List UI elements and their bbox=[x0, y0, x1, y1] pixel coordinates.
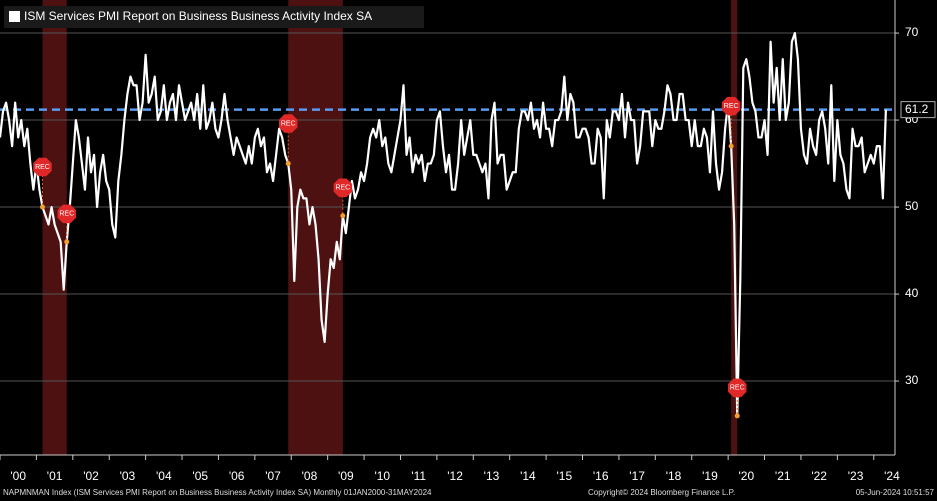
recession-marker bbox=[728, 378, 747, 398]
recession-marker-label: REC bbox=[35, 164, 50, 171]
x-tick-label: '21 bbox=[775, 469, 791, 483]
x-tick-label: '04 bbox=[156, 469, 172, 483]
recession-point bbox=[285, 161, 291, 167]
recession-marker bbox=[33, 157, 52, 177]
recession-marker-label: REC bbox=[335, 185, 350, 192]
recession-point bbox=[728, 143, 734, 149]
plot-area: REC REC REC REC REC REC bbox=[0, 0, 899, 460]
y-tick-label: 30 bbox=[905, 373, 919, 387]
x-tick-label: '08 bbox=[302, 469, 318, 483]
legend-swatch bbox=[9, 11, 20, 22]
x-tick-label: '15 bbox=[556, 469, 572, 483]
recession-marker-label: REC bbox=[281, 120, 296, 127]
y-tick-label: 40 bbox=[905, 286, 919, 300]
recession-point bbox=[340, 213, 346, 219]
x-tick-label: '05 bbox=[192, 469, 208, 483]
x-tick-label: '06 bbox=[229, 469, 245, 483]
x-tick-label: '00 bbox=[10, 469, 26, 483]
recession-marker-label: REC bbox=[730, 385, 745, 392]
x-tick-label: '22 bbox=[811, 469, 827, 483]
recession-point bbox=[39, 204, 45, 210]
reference-label: 61.2 bbox=[905, 102, 929, 116]
reference-label-box bbox=[900, 101, 936, 119]
x-tick-label: '11 bbox=[411, 469, 426, 483]
x-tick-label: '18 bbox=[666, 469, 682, 483]
x-tick-label: '01 bbox=[47, 469, 63, 483]
footer-left: NAPMNMAN Index (ISM Services PMI Report … bbox=[3, 488, 432, 497]
recession-marker bbox=[57, 204, 76, 224]
y-tick-label: 70 bbox=[905, 25, 919, 39]
data-line bbox=[0, 31, 887, 417]
recession-marker bbox=[333, 178, 353, 197]
x-tick-label: '09 bbox=[338, 469, 354, 483]
x-tick-label: '19 bbox=[702, 469, 718, 483]
x-tick-label: '10 bbox=[374, 469, 390, 483]
x-tick-label: '07 bbox=[265, 469, 281, 483]
x-tick-label: '17 bbox=[629, 469, 645, 483]
legend-box bbox=[4, 6, 424, 28]
recession-point bbox=[64, 239, 70, 245]
x-tick-label: '14 bbox=[520, 469, 536, 483]
recession-marker-label: REC bbox=[59, 211, 74, 218]
x-tick-label: '03 bbox=[120, 469, 136, 483]
recession-point bbox=[734, 413, 740, 419]
y-tick-label: 50 bbox=[905, 199, 919, 213]
x-tick-label: '13 bbox=[484, 469, 500, 483]
chart-title: ISM Services PMI Report on Business Busi… bbox=[24, 9, 372, 23]
x-tick-label: '24 bbox=[884, 469, 900, 483]
recession-marker bbox=[721, 96, 741, 116]
footer-right: 05-Jun-2024 10:51:57 bbox=[856, 488, 935, 497]
footer-center: Copyright© 2024 Bloomberg Finance L.P. bbox=[588, 488, 735, 497]
x-tick-label: '20 bbox=[739, 469, 755, 483]
x-tick-label: '12 bbox=[447, 469, 463, 483]
x-tick-label: '02 bbox=[83, 469, 99, 483]
recession-marker bbox=[279, 114, 298, 133]
x-tick-label: '23 bbox=[848, 469, 864, 483]
x-tick-label: '16 bbox=[593, 469, 609, 483]
recession-marker-label: REC bbox=[724, 103, 739, 110]
